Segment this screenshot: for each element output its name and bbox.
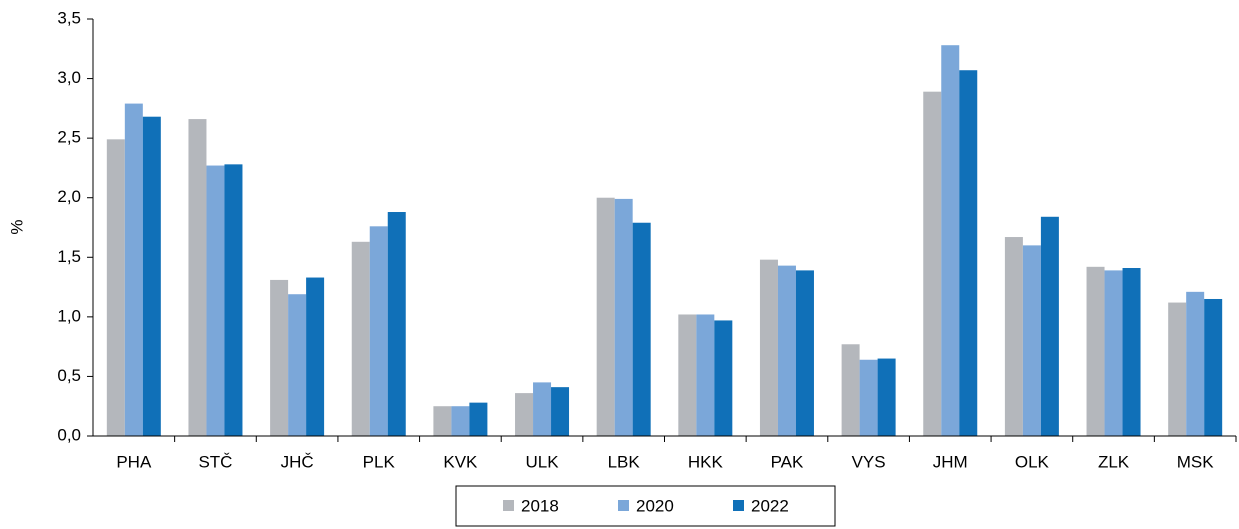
- bar: [614, 198, 633, 436]
- x-tick-label: STČ: [198, 452, 232, 471]
- bar: [941, 45, 960, 437]
- x-tick-label: KVK: [443, 452, 478, 471]
- y-tick-label: 0,0: [57, 425, 81, 444]
- legend-label: 2022: [751, 496, 789, 515]
- bar: [1004, 237, 1023, 436]
- bar: [551, 387, 570, 436]
- legend-label: 2018: [521, 496, 559, 515]
- bar: [759, 259, 778, 436]
- y-tick-label: 1,5: [57, 247, 81, 266]
- bar: [1022, 245, 1041, 436]
- bar: [777, 265, 796, 436]
- bar: [306, 277, 325, 436]
- bar: [124, 103, 143, 436]
- legend-swatch: [618, 500, 629, 511]
- y-tick-label: 3,5: [57, 8, 81, 27]
- x-tick-label: PHA: [116, 452, 152, 471]
- bar: [859, 359, 878, 436]
- bar: [795, 270, 814, 436]
- bar: [1204, 298, 1223, 436]
- bar: [206, 165, 225, 436]
- bar: [877, 358, 896, 436]
- legend-label: 2020: [636, 496, 674, 515]
- y-tick-label: 0,5: [57, 366, 81, 385]
- bar: [224, 164, 243, 436]
- x-tick-label: VYS: [852, 452, 886, 471]
- bar: [451, 406, 470, 436]
- bar: [188, 119, 207, 436]
- y-tick-label: 1,0: [57, 306, 81, 325]
- bar: [959, 70, 978, 436]
- x-tick-label: PLK: [363, 452, 396, 471]
- legend-box: [455, 485, 836, 527]
- bar: [288, 294, 307, 436]
- x-tick-label: MSK: [1177, 452, 1215, 471]
- bar: [1168, 302, 1187, 436]
- bar: [696, 314, 715, 436]
- x-tick-label: JHČ: [281, 452, 314, 471]
- x-tick-label: PAK: [771, 452, 804, 471]
- legend-swatch: [503, 500, 514, 511]
- bar: [1104, 270, 1123, 436]
- bar: [106, 139, 125, 436]
- legend-swatch: [733, 500, 744, 511]
- x-tick-label: HKK: [688, 452, 724, 471]
- bar: [469, 402, 488, 436]
- x-tick-label: OLK: [1015, 452, 1050, 471]
- bar: [632, 222, 651, 436]
- bar: [270, 279, 289, 436]
- y-tick-label: 3,0: [57, 68, 81, 87]
- bar: [433, 406, 452, 436]
- bar: [515, 393, 534, 436]
- bar: [142, 116, 161, 436]
- bar: [1186, 291, 1205, 436]
- bar: [369, 226, 388, 436]
- bar: [351, 241, 370, 436]
- x-tick-label: LBK: [608, 452, 641, 471]
- bar: [923, 91, 942, 437]
- x-tick-label: ZLK: [1098, 452, 1130, 471]
- bar: [533, 382, 552, 436]
- bar: [1086, 266, 1105, 436]
- y-tick-label: 2,5: [57, 128, 81, 147]
- y-tick-label: 2,0: [57, 187, 81, 206]
- bar: [1122, 268, 1141, 436]
- bar: [596, 197, 615, 436]
- x-tick-label: JHM: [933, 452, 968, 471]
- x-tick-label: ULK: [525, 452, 559, 471]
- bar: [387, 212, 406, 436]
- bar: [1040, 216, 1059, 436]
- y-axis-label: %: [7, 219, 26, 234]
- bar: [841, 344, 860, 436]
- bar: [678, 314, 697, 436]
- bar: [714, 320, 733, 436]
